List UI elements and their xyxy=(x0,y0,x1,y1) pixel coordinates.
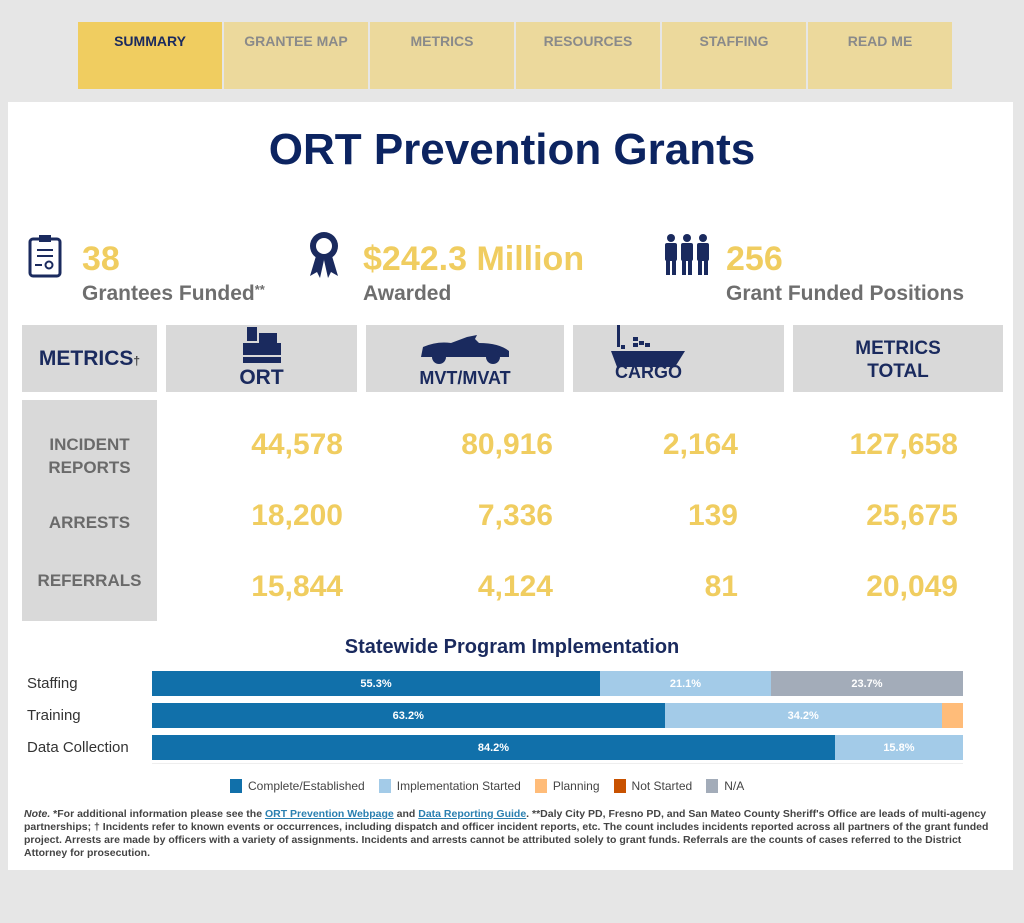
column-mvt: MVT/MVAT xyxy=(366,325,564,392)
legend-label: Planning xyxy=(552,779,600,793)
bar-staffing: 55.3% 21.1% 23.7% xyxy=(152,671,963,696)
row-labels-panel xyxy=(22,400,157,621)
legend-item[interactable]: N/A xyxy=(706,779,744,793)
metrics-header: METRICS† xyxy=(22,325,157,392)
cargo-ship-icon xyxy=(610,325,685,367)
award-ribbon-icon xyxy=(310,232,338,278)
tab-staffing[interactable]: STAFFING xyxy=(662,22,806,89)
car-icon xyxy=(421,335,509,364)
legend-swatch xyxy=(230,779,242,793)
metric-value: 2,164 xyxy=(662,428,738,461)
column-label: ORT xyxy=(239,366,284,389)
bar-training: 63.2% 34.2% xyxy=(152,703,963,728)
kpi-positions-label: Grant Funded Positions xyxy=(726,282,965,305)
kpi-suffix: ** xyxy=(254,282,265,297)
tab-summary[interactable]: SUMMARY xyxy=(78,22,222,89)
legend-label: Complete/Established xyxy=(248,779,365,793)
dagger-mark: † xyxy=(133,354,141,368)
legend-item[interactable]: Planning xyxy=(534,779,600,793)
row-label-arrests: ARRESTS xyxy=(48,513,131,532)
column-label: METRICS xyxy=(855,338,941,359)
chart-title: Statewide Program Implementation xyxy=(344,636,680,658)
column-label: TOTAL xyxy=(867,361,929,382)
metric-value: 20,049 xyxy=(866,570,958,603)
bar-segment[interactable]: 21.1% xyxy=(600,671,771,696)
legend-item[interactable]: Implementation Started xyxy=(378,779,521,793)
column-label: MVT/MVAT xyxy=(419,368,511,388)
kpi-awarded-value: $242.3 Million xyxy=(363,240,585,278)
legend-swatch xyxy=(706,779,719,793)
column-ort: ORT xyxy=(166,325,357,392)
legend-swatch xyxy=(613,779,626,793)
row-label: INCIDENT xyxy=(49,435,130,454)
legend-swatch xyxy=(534,779,547,793)
column-label: CARGO xyxy=(615,362,682,382)
tab-bar: SUMMARY GRANTEE MAP METRICS RESOURCES ST… xyxy=(78,22,954,89)
kpi-label: Grantees Funded xyxy=(82,282,255,305)
tab-resources[interactable]: RESOURCES xyxy=(516,22,660,89)
bar-segment[interactable] xyxy=(941,703,963,728)
metric-value: 15,844 xyxy=(251,570,343,603)
ort-webpage-link[interactable]: ORT Prevention Webpage xyxy=(264,808,394,820)
certificate-icon xyxy=(28,235,62,278)
note-lead: Note. xyxy=(24,808,51,820)
row-label-referrals: REFERRALS xyxy=(37,571,142,590)
metric-value: 139 xyxy=(687,499,738,532)
bar-segment[interactable]: 55.3% xyxy=(152,671,601,696)
legend-item[interactable]: Not Started xyxy=(613,779,693,793)
note-text: . **Daly City PD, Fresno PD, and San Mat… xyxy=(24,808,989,859)
kpi-grantees-value: 38 xyxy=(82,240,120,278)
metric-value: 80,916 xyxy=(461,428,553,461)
data-reporting-guide-link[interactable]: Data Reporting Guide xyxy=(418,808,527,820)
legend-item[interactable]: Complete/Established xyxy=(230,779,365,793)
category-label: Training xyxy=(27,707,81,724)
kpi-grantees-label: Grantees Funded** xyxy=(82,282,265,306)
note-text: *For additional information please see t… xyxy=(50,808,265,820)
x-axis xyxy=(152,763,963,764)
metrics-header-label: METRICS xyxy=(38,347,134,370)
row-label: REPORTS xyxy=(48,458,131,477)
metric-value: 18,200 xyxy=(251,499,343,532)
people-icon xyxy=(665,234,709,275)
tab-metrics[interactable]: METRICS xyxy=(370,22,514,89)
metric-value: 4,124 xyxy=(477,570,553,603)
legend-swatch xyxy=(378,779,391,793)
category-label: Data Collection xyxy=(27,739,129,756)
kpi-positions-value: 256 xyxy=(726,240,783,278)
bar-segment[interactable]: 63.2% xyxy=(152,703,665,728)
bar-segment[interactable]: 15.8% xyxy=(834,735,963,760)
footnote: Note. *For additional information please… xyxy=(24,808,999,860)
legend-label: N/A xyxy=(724,779,745,793)
bar-segment[interactable]: 23.7% xyxy=(770,671,963,696)
kpi-awarded-label: Awarded xyxy=(363,282,452,305)
row-label-incidents: INCIDENT REPORTS xyxy=(22,433,157,479)
note-text: and xyxy=(393,808,419,820)
tab-read-me[interactable]: READ ME xyxy=(808,22,952,89)
metric-value: 81 xyxy=(704,570,738,603)
cash-register-icon xyxy=(242,327,281,363)
metric-value: 127,658 xyxy=(849,428,958,461)
category-label: Staffing xyxy=(27,675,78,692)
bar-data-collection: 84.2% 15.8% xyxy=(152,735,963,760)
column-cargo: CARGO xyxy=(573,325,784,392)
page-title: ORT Prevention Grants xyxy=(268,125,756,174)
tab-grantee-map[interactable]: GRANTEE MAP xyxy=(224,22,368,89)
legend-label: Implementation Started xyxy=(396,779,521,793)
metric-value: 7,336 xyxy=(477,499,553,532)
bar-segment[interactable]: 84.2% xyxy=(152,735,835,760)
bar-segment[interactable]: 34.2% xyxy=(664,703,942,728)
metric-value: 25,675 xyxy=(866,499,958,532)
legend-label: Not Started xyxy=(631,779,693,793)
column-total: METRICS TOTAL xyxy=(793,325,1003,392)
chart-legend: Complete/Established Implementation Start… xyxy=(230,779,758,793)
metric-value: 44,578 xyxy=(251,428,343,461)
